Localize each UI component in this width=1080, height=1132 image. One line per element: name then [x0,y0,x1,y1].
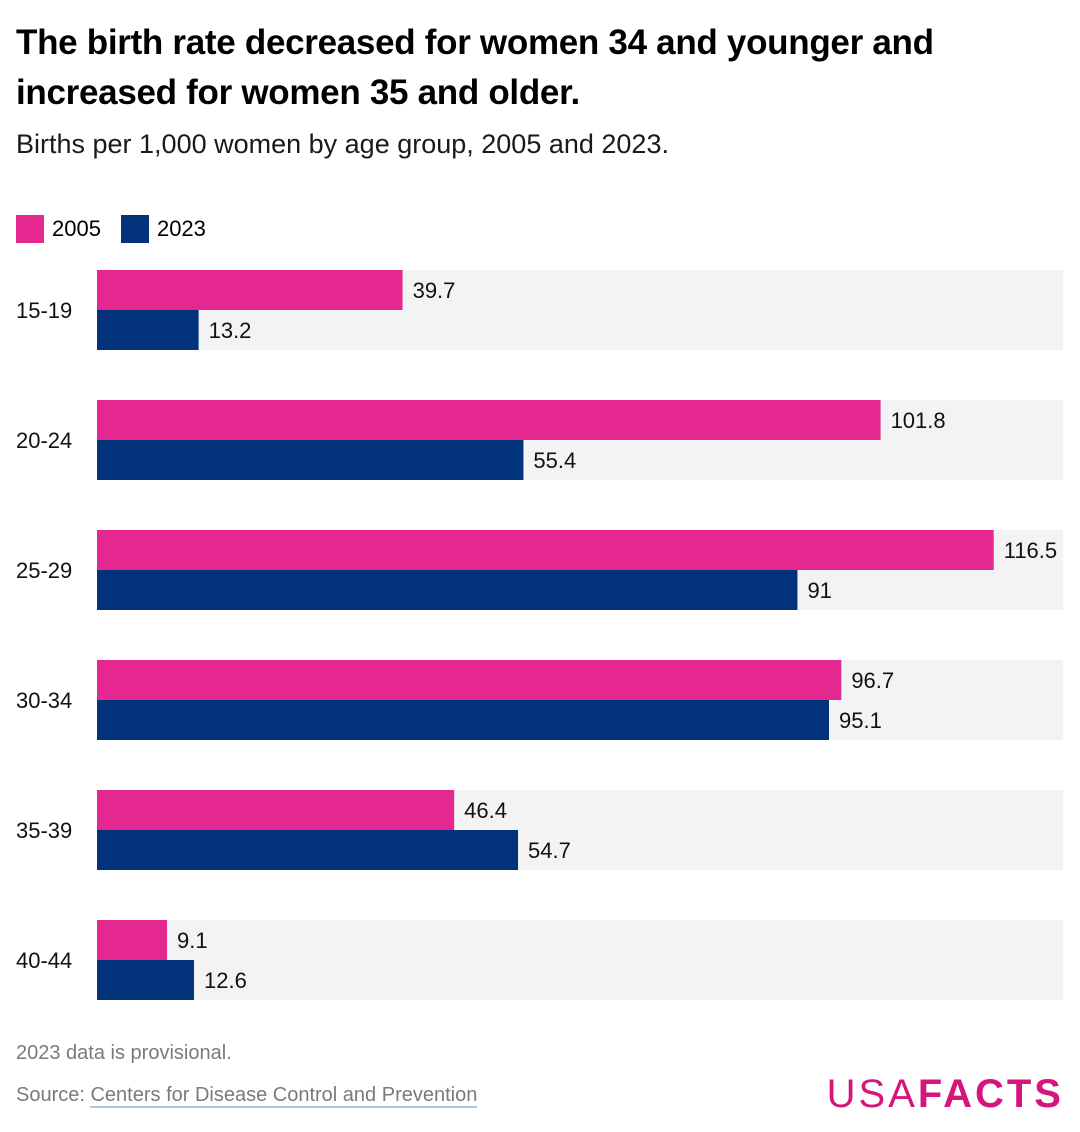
data-label: 55.4 [533,448,576,473]
data-label: 54.7 [528,838,571,863]
legend-label-2005: 2005 [52,216,101,241]
category-label: 40-44 [16,948,72,973]
bar-chart: 15-19 39.7 13.2 20-24 101.8 55.4 25-29 116.5 91 3… [16,270,1063,1000]
bar-2023 [97,440,524,480]
source-link[interactable]: Centers for Disease Control and Preventi… [90,1084,478,1108]
legend-swatch-2023 [120,215,149,243]
footnote: 2023 data is provisional. [16,1042,232,1064]
category-label: 15-19 [16,298,72,323]
source-line: Source: Centers for Disease Control and … [16,1084,478,1108]
bar-2005 [97,400,881,440]
bar-track [97,920,1063,1000]
data-label: 39.7 [413,278,456,303]
category-label: 25-29 [16,558,72,583]
legend-label-2023: 2023 [156,216,206,241]
data-label: 13.2 [209,318,252,343]
category-label: 30-34 [16,688,72,713]
legend-swatch-2005 [16,215,44,243]
bar-2023 [97,960,194,1000]
data-label: 9.1 [177,928,208,953]
logo-facts: FACTS [917,1072,1064,1116]
legend-item-2005: 2005 [16,215,101,243]
bar-2005 [97,530,994,570]
legend-item-2023: 2023 [120,215,206,243]
bar-2005 [97,270,403,310]
chart-title: The birth rate decreased for women 34 an… [16,23,934,112]
bar-2005 [97,790,455,830]
bar-2023 [97,570,798,610]
logo-usa: USA [826,1072,918,1116]
data-label: 101.8 [891,408,946,433]
data-label: 91 [807,578,831,603]
source-prefix: Source: [16,1084,91,1106]
chart-subtitle: Births per 1,000 women by age group, 200… [16,129,669,159]
data-label: 96.7 [851,668,894,693]
category-label: 20-24 [16,428,72,453]
data-label: 95.1 [839,708,882,733]
bar-2023 [97,310,199,350]
data-label: 12.6 [204,968,247,993]
bar-2005 [97,660,842,700]
bar-2023 [97,830,519,870]
category-label: 35-39 [16,818,72,843]
bar-2023 [97,700,830,740]
bar-2005 [97,920,168,960]
legend: 2005 2023 [16,214,226,244]
data-label: 116.5 [1004,538,1057,563]
data-label: 46.4 [464,798,507,823]
usafacts-logo: USAFACTS [827,1072,1064,1117]
